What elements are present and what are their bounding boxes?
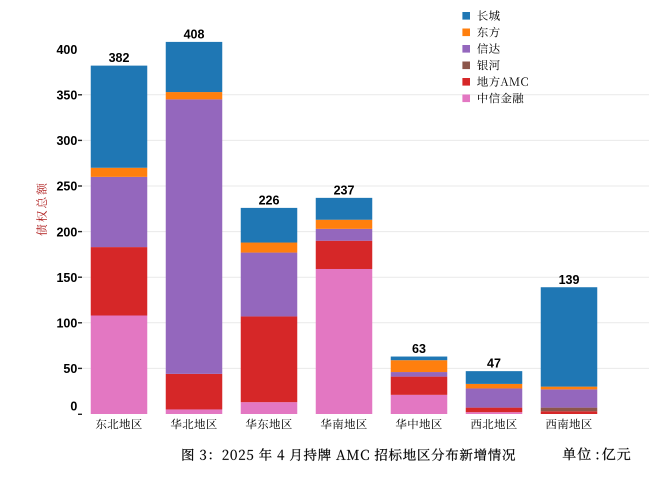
svg-text:0: 0 [70,400,77,414]
svg-text:226: 226 [259,194,280,208]
svg-text:100: 100 [56,317,77,331]
svg-text:408: 408 [184,28,205,42]
svg-text:400: 400 [56,43,77,57]
svg-text:50: 50 [63,362,77,376]
svg-text:63: 63 [412,342,426,356]
svg-text:139: 139 [559,273,580,287]
svg-text:150: 150 [56,271,77,285]
svg-text:200: 200 [56,225,77,239]
svg-text:350: 350 [56,89,77,103]
svg-text:300: 300 [56,134,77,148]
svg-text:237: 237 [334,184,355,198]
svg-text:47: 47 [487,357,501,371]
svg-text:250: 250 [56,180,77,194]
svg-text:382: 382 [109,51,130,65]
